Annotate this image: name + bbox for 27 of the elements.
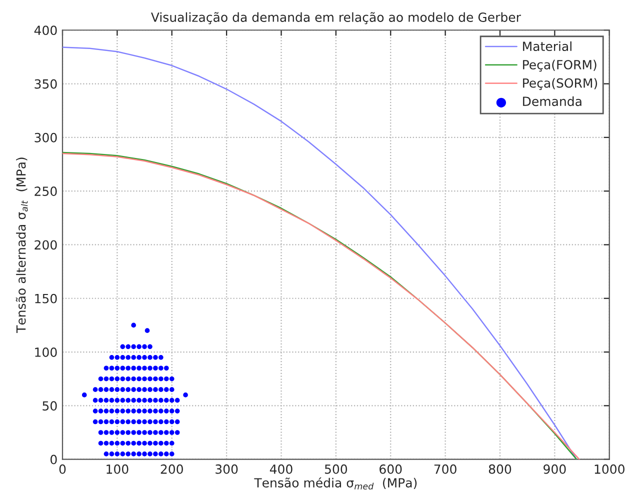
x-tick-label: 100 (106, 464, 128, 474)
legend-label: Demanda (523, 96, 582, 106)
y-tick-label: 250 (34, 186, 57, 196)
legend-label: Material (523, 41, 572, 52)
legend-label: Peça(SORM) (523, 78, 598, 90)
y-tick-label: 50 (42, 401, 57, 411)
legend-label: Peça(FORM) (523, 60, 596, 72)
y-tick-label: 200 (34, 240, 57, 250)
y-tick-label: 300 (34, 132, 57, 142)
y-tick-label: 0 (50, 454, 57, 464)
y-axis-title: Tensão alternada σ$_{alt}$ (MPa) (16, 158, 28, 333)
x-tick-label: 600 (380, 464, 402, 474)
x-tick-label: 500 (324, 464, 348, 474)
x-tick-label: 700 (434, 464, 456, 474)
x-tick-label: 800 (488, 464, 512, 474)
y-tick-label: 150 (35, 294, 57, 304)
y-tick-label: 400 (34, 26, 57, 36)
x-tick-label: 200 (160, 464, 183, 474)
y-tick-label: 100 (35, 348, 57, 357)
x-tick-label: 300 (216, 464, 238, 474)
chart-title: Visualização da demanda em relação ao modelo de Gerber (151, 12, 521, 24)
x-tick-label: 1000 (594, 464, 624, 474)
x-tick-label: 0 (59, 464, 66, 474)
x-axis-title: Tensão média σ$_{med}$ (MPa) (254, 477, 417, 490)
x-tick-label: 400 (270, 464, 292, 474)
y-tick-label: 350 (34, 79, 57, 89)
x-tick-label: 900 (544, 464, 566, 474)
